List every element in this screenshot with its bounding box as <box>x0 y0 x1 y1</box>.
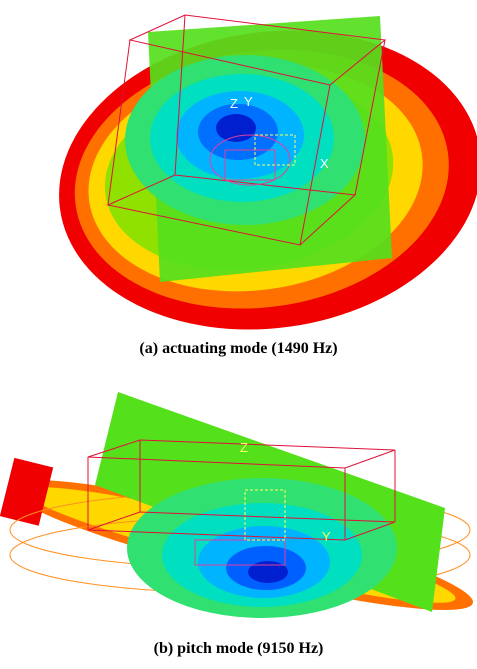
plate-a <box>125 16 392 282</box>
axis-label: X <box>320 156 329 171</box>
page: Z Y X Z Y (a) actuating mode (1490 Hz) (… <box>0 0 477 669</box>
caption: (a) actuating mode (1490 Hz) <box>0 340 477 358</box>
fem-plot-b <box>0 392 477 632</box>
axis-label: Y <box>322 529 331 544</box>
axis-label: Y <box>244 94 253 109</box>
axis-label: Z <box>230 96 238 111</box>
caption: (b) pitch mode (9150 Hz) <box>0 640 477 658</box>
axis-label: Z <box>240 440 248 455</box>
figure: Z Y X Z Y <box>0 0 477 669</box>
